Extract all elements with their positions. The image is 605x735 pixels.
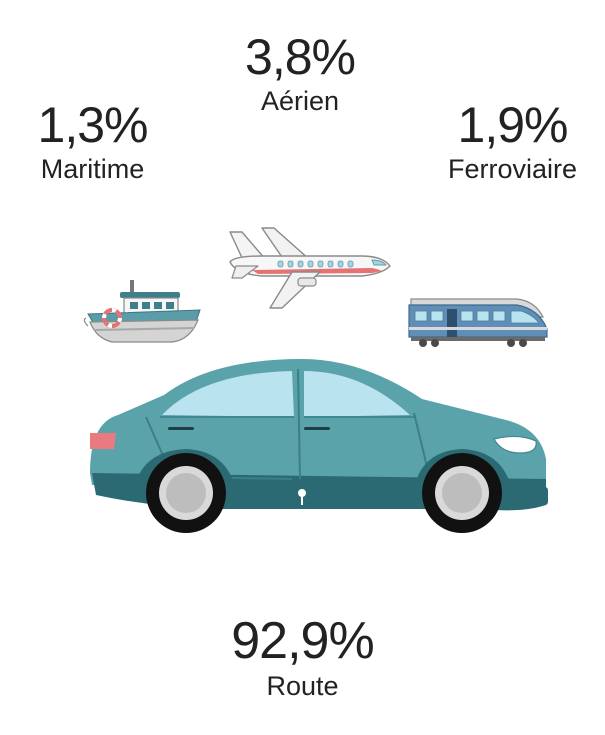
rear-wheel bbox=[422, 453, 502, 533]
car-icon bbox=[90, 359, 548, 533]
stat-aerien: 3,8% Aérien bbox=[200, 32, 400, 115]
stat-ferroviaire: 1,9% Ferroviaire bbox=[425, 100, 600, 183]
aerien-label: Aérien bbox=[260, 86, 340, 116]
train-icon bbox=[408, 298, 548, 347]
plane-icon bbox=[229, 227, 391, 309]
stat-maritime: 1,3% Maritime bbox=[10, 100, 175, 183]
boat-icon bbox=[83, 280, 201, 343]
maritime-label: Maritime bbox=[40, 154, 145, 184]
aerien-percentage: 3,8% bbox=[245, 29, 356, 85]
ferroviaire-percentage: 1,9% bbox=[457, 97, 569, 153]
ferroviaire-label: Ferroviaire bbox=[447, 154, 578, 184]
route-label: Route bbox=[266, 671, 339, 701]
route-percentage: 92,9% bbox=[231, 612, 374, 670]
stat-route: 92,9% Route bbox=[185, 615, 420, 700]
front-wheel bbox=[146, 453, 226, 533]
maritime-percentage: 1,3% bbox=[37, 97, 149, 153]
